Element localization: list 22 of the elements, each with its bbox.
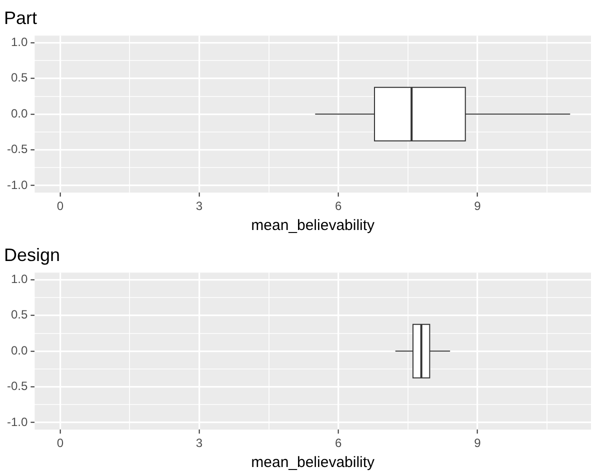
x-axis-title: mean_believability: [251, 454, 376, 472]
x-tick-label: 0: [56, 199, 64, 214]
x-tick-label: 0: [56, 436, 64, 450]
x-axis-title: mean_believability: [251, 217, 376, 234]
x-tick-label: 3: [196, 199, 203, 214]
y-tick-label: 1.0: [10, 272, 28, 286]
y-tick-label: 1.0: [10, 35, 28, 50]
x-tick-label: 9: [474, 199, 482, 214]
x-tick-label: 6: [334, 199, 342, 214]
y-tick-label: -1.0: [6, 178, 28, 192]
y-tick-label: 0.0: [10, 106, 28, 120]
x-tick-label: 3: [196, 436, 203, 450]
y-tick-label: 0.5: [10, 308, 28, 322]
y-tick-label: 0.5: [10, 70, 28, 85]
y-tick-label: -0.5: [6, 142, 28, 156]
y-tick-label: -1.0: [6, 414, 28, 429]
y-tick-label: -0.5: [6, 379, 28, 394]
chart-title: Part: [4, 8, 38, 28]
x-tick-label: 6: [334, 436, 342, 450]
chart-title: Design: [4, 244, 60, 265]
x-tick-label: 9: [474, 436, 482, 450]
y-tick-label: 0.0: [10, 343, 28, 358]
